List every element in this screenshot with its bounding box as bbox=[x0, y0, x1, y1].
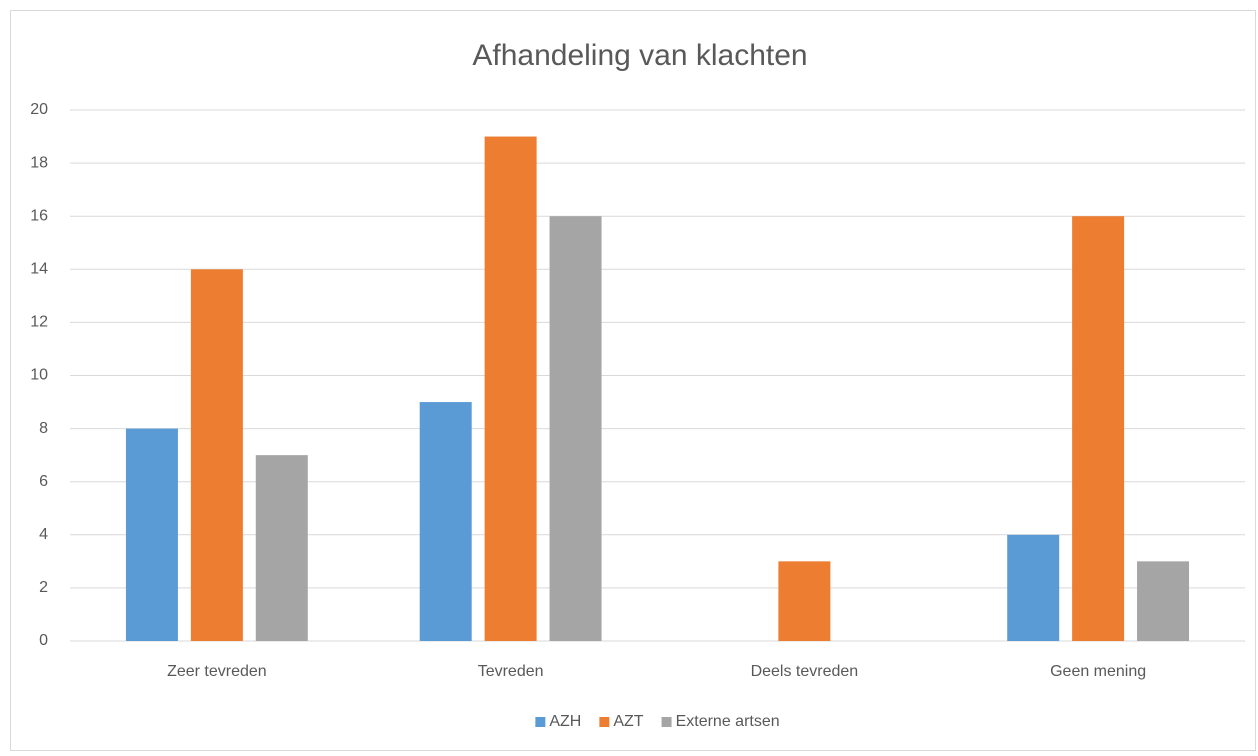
legend-swatch bbox=[535, 717, 546, 727]
legend-swatch bbox=[661, 717, 672, 727]
y-tick-label: 6 bbox=[39, 473, 48, 490]
legend-label: Externe artsen bbox=[676, 713, 780, 730]
y-tick-label: 18 bbox=[30, 154, 48, 171]
legend-label: AZT bbox=[613, 713, 643, 730]
bar bbox=[419, 402, 472, 641]
bar bbox=[549, 216, 602, 641]
bar bbox=[778, 561, 831, 641]
legend-label: AZH bbox=[549, 713, 581, 730]
y-tick-label: 8 bbox=[39, 420, 48, 437]
x-tick-label: Tevreden bbox=[478, 663, 544, 680]
y-tick-label: 12 bbox=[30, 314, 48, 331]
y-tick-label: 10 bbox=[30, 367, 48, 384]
bar bbox=[190, 269, 243, 641]
bar bbox=[125, 428, 178, 641]
y-tick-label: 4 bbox=[39, 526, 48, 543]
bar bbox=[484, 136, 537, 642]
bar bbox=[1007, 534, 1060, 641]
x-tick-label: Zeer tevreden bbox=[167, 663, 267, 680]
bar bbox=[1072, 216, 1125, 641]
y-tick-label: 2 bbox=[39, 579, 48, 596]
y-tick-label: 14 bbox=[30, 261, 48, 278]
x-tick-label: Geen mening bbox=[1050, 663, 1146, 680]
y-tick-label: 16 bbox=[30, 207, 48, 224]
legend-swatch bbox=[599, 717, 610, 727]
y-tick-label: 0 bbox=[39, 632, 48, 649]
bar bbox=[255, 455, 308, 641]
y-tick-label: 20 bbox=[30, 101, 48, 118]
x-tick-label: Deels tevreden bbox=[751, 663, 859, 680]
bar bbox=[1137, 561, 1190, 641]
chart-title: Afhandeling van klachten bbox=[472, 39, 807, 72]
